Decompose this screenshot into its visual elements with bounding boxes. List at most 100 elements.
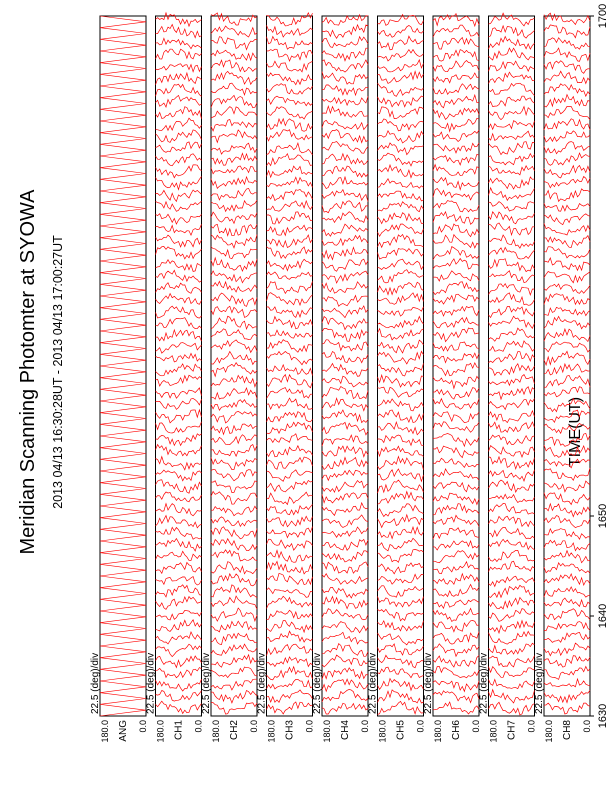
intensity-trace <box>377 666 424 679</box>
intensity-trace <box>488 386 535 401</box>
intensity-trace <box>321 339 369 352</box>
intensity-trace <box>377 373 424 388</box>
panel-ch4: 180.0 0.0 CH4 22.5 (deg)/div <box>312 13 370 743</box>
intensity-trace <box>432 49 480 62</box>
intensity-trace <box>543 70 591 85</box>
traces <box>266 11 313 715</box>
x-tick-label: 1650 <box>597 504 609 528</box>
intensity-trace <box>432 305 480 317</box>
intensity-trace <box>210 362 258 378</box>
intensity-trace <box>377 503 424 518</box>
intensity-trace <box>432 316 480 329</box>
intensity-trace <box>321 550 369 563</box>
panel-frame <box>210 15 258 717</box>
y-tick-max: 180.0 <box>156 720 166 743</box>
intensity-trace <box>488 71 535 84</box>
intensity-trace <box>377 525 424 540</box>
intensity-trace <box>155 433 202 447</box>
intensity-trace <box>266 479 313 493</box>
intensity-trace <box>321 129 369 144</box>
intensity-trace <box>210 12 258 26</box>
intensity-trace <box>377 573 424 585</box>
intensity-trace <box>377 248 424 260</box>
intensity-trace <box>432 421 480 433</box>
intensity-trace <box>488 176 535 190</box>
intensity-trace <box>155 200 202 212</box>
intensity-trace <box>210 59 258 73</box>
intensity-trace <box>266 83 313 95</box>
panel-label: CH2 <box>229 720 240 740</box>
intensity-trace <box>432 129 480 142</box>
intensity-trace <box>377 118 424 132</box>
intensity-trace <box>488 130 535 142</box>
intensity-trace <box>432 539 480 551</box>
intensity-trace <box>432 281 480 296</box>
intensity-trace <box>321 270 369 284</box>
intensity-trace <box>321 434 369 447</box>
intensity-trace <box>321 469 369 482</box>
intensity-trace <box>266 142 313 156</box>
intensity-trace <box>210 142 258 155</box>
y-tick-min: 0.0 <box>249 720 259 733</box>
intensity-trace <box>210 36 258 51</box>
panel-ch8: 180.0 0.0 CH8 22.5 (deg)/div <box>534 12 592 743</box>
intensity-trace <box>488 701 535 716</box>
intensity-trace <box>321 621 369 634</box>
intensity-trace <box>488 550 535 563</box>
intensity-trace <box>488 141 535 156</box>
intensity-trace <box>432 560 480 575</box>
intensity-trace <box>543 690 591 704</box>
intensity-trace <box>266 469 313 482</box>
intensity-trace <box>377 48 424 62</box>
intensity-trace <box>266 315 313 330</box>
traces <box>321 13 369 715</box>
scale-label: 22.5 (deg)/div <box>534 653 545 714</box>
intensity-trace <box>377 643 424 656</box>
intensity-trace <box>377 292 424 305</box>
intensity-trace <box>432 233 480 249</box>
intensity-trace <box>432 210 480 225</box>
intensity-trace <box>377 163 424 179</box>
intensity-trace <box>488 95 535 108</box>
intensity-trace <box>210 423 258 436</box>
intensity-trace <box>432 117 480 133</box>
intensity-trace <box>155 63 202 73</box>
panel-frame <box>155 15 202 717</box>
intensity-trace <box>155 491 202 503</box>
intensity-trace <box>321 538 369 551</box>
intensity-trace <box>155 71 202 85</box>
x-tick-label: 1630 <box>597 704 609 728</box>
intensity-trace <box>377 537 424 552</box>
intensity-trace <box>266 306 313 319</box>
scale-label: 22.5 (deg)/div <box>312 653 323 714</box>
intensity-trace <box>432 200 480 213</box>
intensity-trace <box>432 514 480 527</box>
intensity-trace <box>543 283 591 294</box>
intensity-trace <box>321 385 369 400</box>
intensity-trace <box>488 642 535 655</box>
intensity-trace <box>432 352 480 364</box>
intensity-trace <box>266 188 313 202</box>
intensity-trace <box>377 434 424 447</box>
intensity-trace <box>155 352 202 363</box>
panel-label: CH8 <box>562 720 573 740</box>
intensity-trace <box>321 526 369 538</box>
intensity-trace <box>210 94 258 109</box>
intensity-trace <box>266 329 313 339</box>
intensity-trace <box>488 665 535 678</box>
intensity-trace <box>210 129 258 144</box>
chart-title: Meridian Scanning Photomter at SYOWA <box>17 189 39 555</box>
intensity-trace <box>321 702 369 715</box>
panel-label: CH6 <box>451 720 462 740</box>
intensity-trace <box>543 223 591 236</box>
y-tick-min: 0.0 <box>527 720 537 733</box>
intensity-trace <box>543 362 591 376</box>
intensity-trace <box>155 246 202 260</box>
intensity-trace <box>543 175 591 189</box>
intensity-trace <box>321 246 369 261</box>
intensity-trace <box>432 433 480 448</box>
intensity-trace <box>543 502 591 518</box>
intensity-trace <box>432 620 480 633</box>
panel-ang: 180.0 0.0 ANG 22.5 (deg)/div <box>90 15 148 743</box>
intensity-trace <box>155 328 202 342</box>
